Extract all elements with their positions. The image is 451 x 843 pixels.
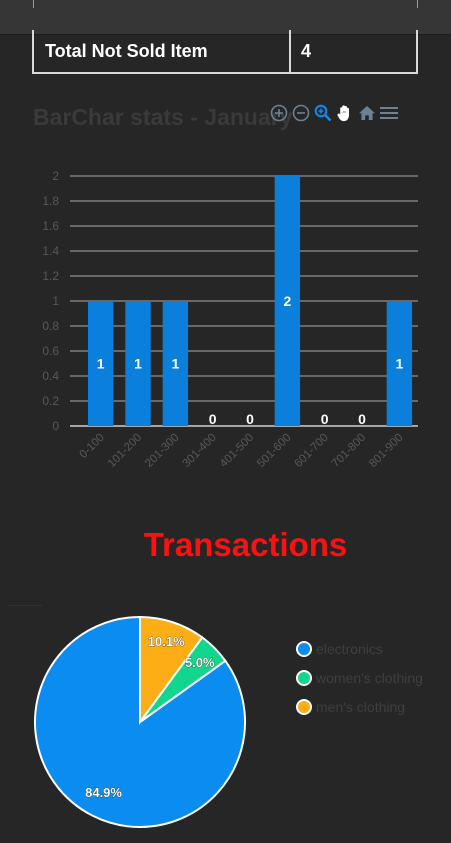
y-tick-label: 0.4 — [42, 369, 59, 383]
legend-marker — [296, 698, 312, 715]
stats-table-row: Total Not Sold Item 4 — [32, 30, 418, 74]
pie-chart: 84.9% 5.0%10.1% — [34, 615, 246, 828]
x-tick-label: 601-700 — [292, 432, 330, 470]
bar[interactable] — [125, 301, 151, 426]
legend-marker — [296, 669, 312, 686]
bar-value-label: 0 — [209, 411, 217, 427]
pie-value-label: 84.9% — [85, 785, 122, 800]
table-border — [417, 0, 418, 8]
home-icon[interactable] — [356, 102, 378, 124]
magnifier-icon[interactable] — [312, 102, 334, 124]
y-tick-label: 0.2 — [42, 394, 59, 408]
divider — [8, 605, 42, 606]
x-tick-label: 201-300 — [143, 432, 181, 470]
pie-value-label: 5.0% — [185, 655, 215, 670]
x-tick-label: 0-100 — [78, 432, 107, 461]
y-tick-label: 1 — [52, 294, 59, 308]
x-tick-label: 401-500 — [218, 432, 256, 470]
y-tick-label: 0 — [52, 419, 59, 433]
total-not-sold-value: 4 — [301, 40, 312, 61]
total-not-sold-label: Total Not Sold Item — [34, 30, 291, 72]
bar-value-label: 1 — [97, 356, 105, 372]
bar[interactable] — [88, 301, 114, 426]
y-tick-label: 1.4 — [42, 244, 59, 258]
bar-value-label: 0 — [321, 411, 329, 427]
pie-chart-slices — [34, 615, 246, 828]
legend-marker — [296, 640, 312, 657]
y-tick-label: 1.8 — [42, 194, 59, 208]
bar-value-label: 1 — [395, 356, 403, 372]
legend-item[interactable]: women's clothing — [296, 663, 423, 692]
bar-chart-bars — [88, 176, 413, 426]
y-tick-label: 2 — [52, 169, 59, 183]
bar-chart-data-labels: 1 1 1 0 0 2 0 0 1 — [97, 293, 404, 427]
x-tick-label: 101-200 — [106, 432, 144, 470]
y-tick-label: 1.2 — [42, 269, 59, 283]
bar-chart: 0 0.2 0.4 0.6 0.8 1 1.2 1.4 1.6 1.8 2 1 1 1 0 0 2 0 0 1 0-… — [42, 169, 418, 470]
bar-chart-title: BarChar stats - January — [33, 104, 293, 130]
bar-value-label: 0 — [358, 411, 366, 427]
x-tick-label: 801-900 — [367, 432, 405, 470]
bar-chart-x-axis: 0-100101-200201-300301-400401-500501-600… — [78, 432, 406, 470]
legend-label: electronics — [316, 640, 383, 657]
bar-chart-grid — [70, 175, 418, 427]
bar-value-label: 1 — [134, 356, 142, 372]
bar-value-label: 0 — [246, 411, 254, 427]
bar-value-label: 2 — [283, 293, 291, 309]
legend-item[interactable]: men's clothing — [296, 692, 423, 721]
y-tick-label: 0.6 — [42, 344, 59, 358]
table-border — [33, 0, 34, 8]
x-tick-label: 301-400 — [180, 432, 218, 470]
zoom-in-icon[interactable] — [268, 102, 290, 124]
legend-item[interactable]: electronics — [296, 634, 423, 663]
transactions-title: Transactions — [143, 526, 348, 563]
pie-chart-data-labels: 84.9% 5.0%10.1% — [85, 634, 216, 800]
bar-value-label: 1 — [171, 356, 179, 372]
pie-value-label: 10.1% — [148, 634, 185, 649]
pie-chart-legend: electronics women's clothing men's clothin… — [296, 634, 423, 721]
bar[interactable] — [274, 176, 301, 426]
x-tick-label: 701-800 — [330, 432, 368, 470]
bar[interactable] — [386, 301, 413, 426]
zoom-out-icon[interactable] — [290, 102, 312, 124]
y-tick-label: 0.8 — [42, 319, 59, 333]
hand-pan-icon[interactable] — [334, 102, 356, 124]
legend-label: women's clothing — [316, 669, 423, 686]
x-tick-label: 501-600 — [255, 432, 293, 470]
chart-toolbar — [268, 102, 400, 124]
y-tick-label: 1.6 — [42, 219, 59, 233]
top-scrolled-area — [0, 0, 451, 35]
bar[interactable] — [162, 301, 189, 426]
bar-chart-y-axis: 0 0.2 0.4 0.6 0.8 1 1.2 1.4 1.6 1.8 2 — [42, 169, 59, 433]
hamburger-menu-icon[interactable] — [378, 102, 400, 124]
legend-label: men's clothing — [316, 698, 406, 715]
pie-slice[interactable] — [139, 615, 204, 726]
